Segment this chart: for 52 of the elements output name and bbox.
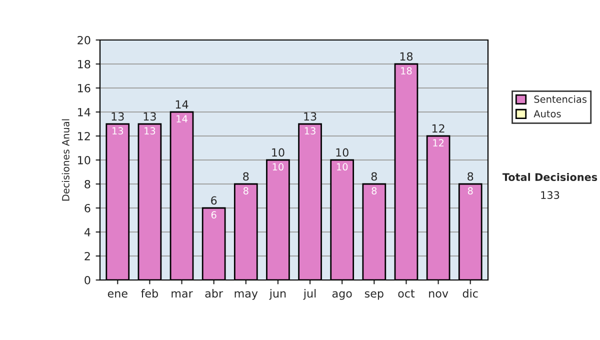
total-label: 13 <box>144 112 156 121</box>
y-tick-label: 14 <box>78 108 90 116</box>
data-label: 10 <box>336 163 348 171</box>
y-tick-label: 10 <box>78 156 90 164</box>
x-tick-label: oct <box>398 290 415 298</box>
data-label: 8 <box>372 187 377 195</box>
total-label: 8 <box>468 172 474 181</box>
data-label: 8 <box>468 187 473 195</box>
y-tick-label: 4 <box>84 228 90 236</box>
total-label: 12 <box>432 124 444 132</box>
total-label: 14 <box>176 100 188 108</box>
data-label: 13 <box>112 127 124 135</box>
total-label: 13 <box>112 112 124 121</box>
total-label: 8 <box>243 172 249 181</box>
total-label: 8 <box>371 172 377 181</box>
y-tick-label: 6 <box>84 204 90 212</box>
y-tick-label: 18 <box>78 60 90 68</box>
y-tick-label: 2 <box>84 252 90 260</box>
text: 133 <box>541 191 560 200</box>
x-tick-label: dic <box>462 289 478 298</box>
y-tick-label: 16 <box>78 84 90 92</box>
data-label: 18 <box>401 67 412 75</box>
x-tick-label: may <box>234 291 258 300</box>
x-tick-label: mar <box>172 291 193 298</box>
data-label: 13 <box>144 127 156 135</box>
data-label: 14 <box>176 115 188 122</box>
x-tick-label: feb <box>141 289 158 298</box>
data-label: 12 <box>433 139 444 146</box>
y-tick-label: 12 <box>78 132 90 140</box>
data-label: 13 <box>304 127 316 135</box>
data-label: 10 <box>272 163 284 171</box>
total-label: 10 <box>272 148 284 157</box>
data-label: 6 <box>211 211 216 219</box>
y-axis-title: Decisiones Anual <box>62 119 70 201</box>
x-tick-label: nov <box>429 291 448 298</box>
x-tick-label: jul <box>303 289 316 300</box>
y-tick-label: 0 <box>84 276 90 284</box>
total-label: 13 <box>304 112 316 121</box>
x-tick-label: jun <box>269 289 286 300</box>
total-label: 10 <box>336 148 348 157</box>
x-tick-label: ene <box>108 291 128 298</box>
y-tick-label: 20 <box>78 36 90 44</box>
total-label: 6 <box>211 196 217 205</box>
x-tick-label: abr <box>205 289 224 298</box>
x-tick-label: ago <box>332 291 352 300</box>
total-label: 18 <box>400 52 413 61</box>
legend-label: Sentencias <box>534 95 587 103</box>
legend-label: Autos <box>534 110 561 118</box>
data-label: 8 <box>243 187 248 195</box>
text: Total Decisiones <box>502 172 598 182</box>
x-tick-label: sep <box>364 291 384 300</box>
y-tick-label: 8 <box>84 180 90 188</box>
